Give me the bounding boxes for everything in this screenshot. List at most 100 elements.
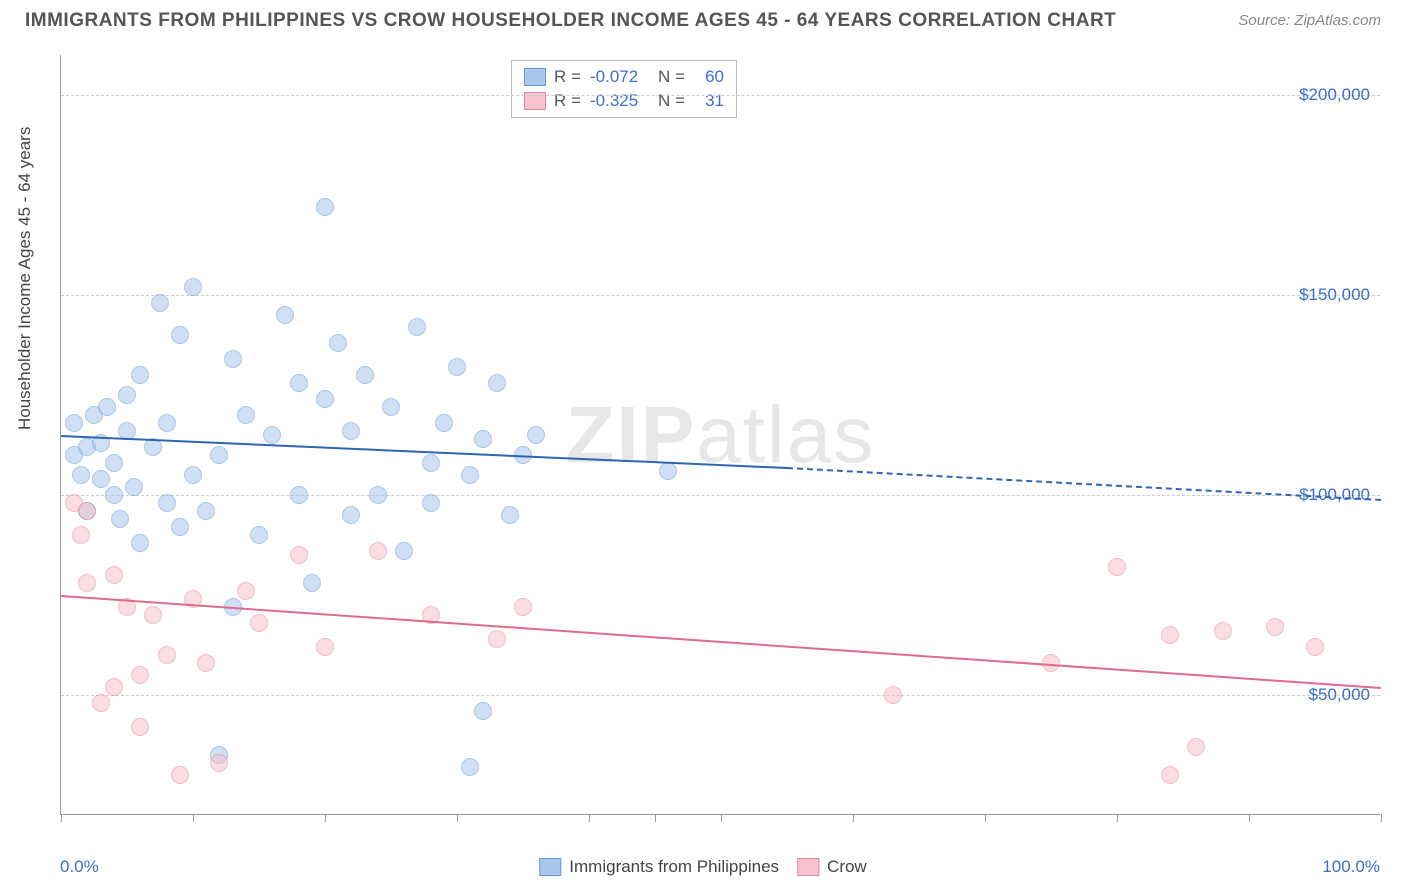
data-point	[250, 526, 268, 544]
x-axis-min-label: 0.0%	[60, 857, 99, 877]
data-point	[151, 294, 169, 312]
data-point	[171, 518, 189, 536]
gridline	[61, 295, 1380, 296]
legend-label: Crow	[827, 857, 867, 877]
series-swatch	[524, 68, 546, 86]
data-point	[78, 502, 96, 520]
data-point	[369, 486, 387, 504]
data-point	[395, 542, 413, 560]
data-point	[125, 478, 143, 496]
source-label: Source:	[1238, 12, 1294, 29]
series-swatch	[797, 858, 819, 876]
stats-row: R =-0.325N =31	[524, 89, 724, 113]
x-tick	[853, 814, 854, 822]
scatter-chart: ZIPatlas R =-0.072N =60R =-0.325N =31 $5…	[60, 55, 1380, 815]
x-axis-max-label: 100.0%	[1322, 857, 1380, 877]
data-point	[224, 350, 242, 368]
data-point	[263, 426, 281, 444]
legend-item: Crow	[797, 857, 867, 877]
n-label: N =	[658, 91, 686, 111]
data-point	[527, 426, 545, 444]
data-point	[105, 566, 123, 584]
x-tick	[1117, 814, 1118, 822]
data-point	[342, 506, 360, 524]
data-point	[1187, 738, 1205, 756]
n-label: N =	[658, 67, 686, 87]
x-tick	[589, 814, 590, 822]
data-point	[237, 582, 255, 600]
data-point	[1306, 638, 1324, 656]
data-point	[210, 754, 228, 772]
y-tick-label: $200,000	[1299, 85, 1370, 105]
data-point	[98, 398, 116, 416]
legend-label: Immigrants from Philippines	[569, 857, 779, 877]
source-attribution: Source: ZipAtlas.com	[1238, 12, 1381, 30]
data-point	[316, 198, 334, 216]
data-point	[197, 502, 215, 520]
data-point	[237, 406, 255, 424]
series-legend: Immigrants from Philippines Crow	[539, 857, 866, 877]
data-point	[448, 358, 466, 376]
data-point	[382, 398, 400, 416]
data-point	[171, 326, 189, 344]
data-point	[118, 386, 136, 404]
correlation-stats-box: R =-0.072N =60R =-0.325N =31	[511, 60, 737, 118]
trend-line	[61, 595, 1381, 689]
data-point	[290, 546, 308, 564]
data-point	[158, 494, 176, 512]
x-tick	[61, 814, 62, 822]
data-point	[435, 414, 453, 432]
data-point	[369, 542, 387, 560]
chart-title: IMMIGRANTS FROM PHILIPPINES VS CROW HOUS…	[25, 10, 1116, 32]
r-value: -0.325	[590, 91, 650, 111]
data-point	[210, 446, 228, 464]
data-point	[488, 374, 506, 392]
data-point	[250, 614, 268, 632]
x-tick	[193, 814, 194, 822]
data-point	[514, 598, 532, 616]
data-point	[72, 526, 90, 544]
gridline	[61, 495, 1380, 496]
data-point	[158, 646, 176, 664]
data-point	[276, 306, 294, 324]
data-point	[184, 278, 202, 296]
data-point	[111, 510, 129, 528]
data-point	[92, 470, 110, 488]
data-point	[316, 390, 334, 408]
data-point	[329, 334, 347, 352]
data-point	[422, 454, 440, 472]
source-value: ZipAtlas.com	[1294, 12, 1381, 29]
x-tick	[1381, 814, 1382, 822]
data-point	[884, 686, 902, 704]
data-point	[131, 534, 149, 552]
x-tick	[1249, 814, 1250, 822]
data-point	[461, 758, 479, 776]
r-value: -0.072	[590, 67, 650, 87]
data-point	[474, 430, 492, 448]
data-point	[461, 466, 479, 484]
gridline	[61, 95, 1380, 96]
data-point	[171, 766, 189, 784]
data-point	[501, 506, 519, 524]
data-point	[1108, 558, 1126, 576]
watermark: ZIPatlas	[566, 389, 875, 481]
x-tick	[325, 814, 326, 822]
data-point	[197, 654, 215, 672]
x-tick	[457, 814, 458, 822]
n-value: 31	[694, 91, 724, 111]
x-tick	[655, 814, 656, 822]
data-point	[316, 638, 334, 656]
stats-row: R =-0.072N =60	[524, 65, 724, 89]
data-point	[290, 486, 308, 504]
legend-item: Immigrants from Philippines	[539, 857, 779, 877]
gridline	[61, 695, 1380, 696]
data-point	[356, 366, 374, 384]
data-point	[65, 414, 83, 432]
data-point	[131, 666, 149, 684]
n-value: 60	[694, 67, 724, 87]
x-tick	[985, 814, 986, 822]
data-point	[408, 318, 426, 336]
data-point	[1214, 622, 1232, 640]
data-point	[72, 466, 90, 484]
data-point	[488, 630, 506, 648]
